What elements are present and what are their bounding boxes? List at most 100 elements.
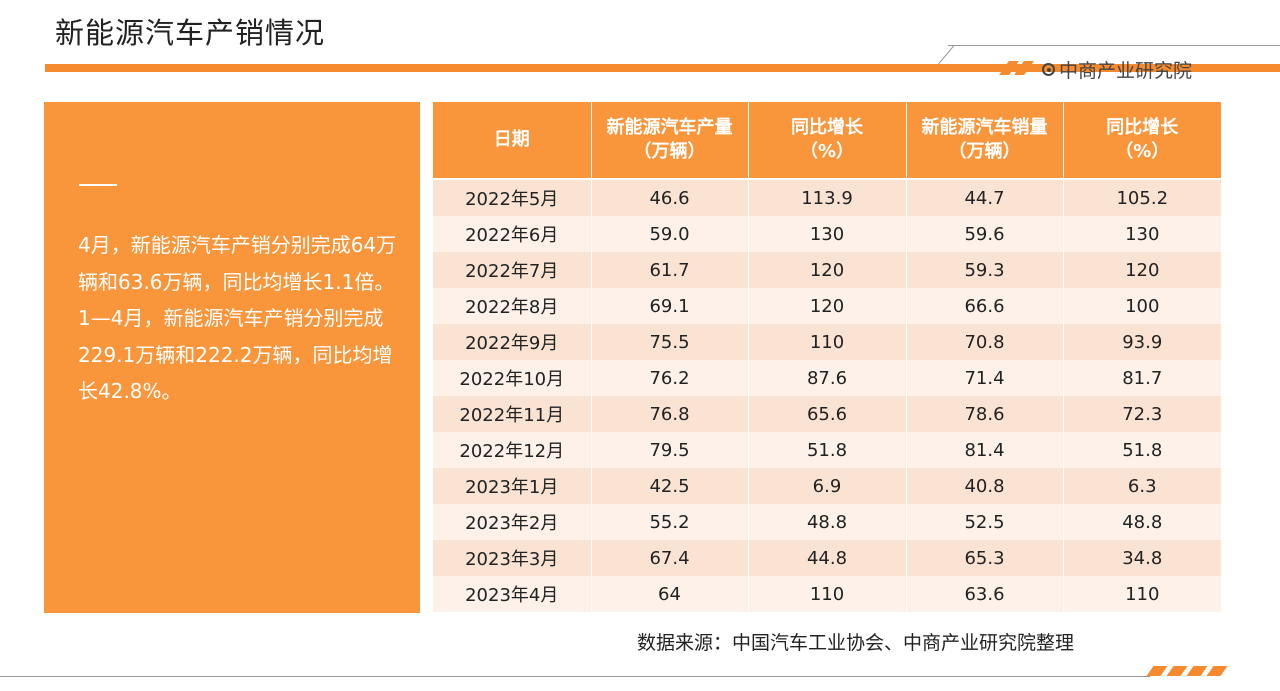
table-row: 2023年4月 64 110 63.6 110 [433,576,1221,612]
table-cell: 130 [748,216,907,252]
table-cell: 120 [748,288,907,324]
header-stripes [999,61,1036,75]
table-cell: 63.6 [906,576,1064,612]
table-row: 2022年8月 69.1 120 66.6 100 [433,288,1221,324]
table-cell: 93.9 [1063,324,1221,360]
table-row: 2023年1月 42.5 6.9 40.8 6.3 [433,468,1221,504]
table-cell: 72.3 [1063,396,1221,432]
table-cell: 48.8 [1063,504,1221,540]
table-cell: 2022年9月 [433,324,592,360]
table-cell: 71.4 [906,360,1064,396]
column-header-line: （万辆） [633,141,706,162]
table-cell: 81.7 [1063,360,1221,396]
column-header: 同比增长 （%） [748,102,907,180]
footer-divider [0,676,1150,677]
header-accent-bar [45,64,1280,72]
table-cell: 2022年6月 [433,216,592,252]
column-header: 新能源汽车销量 （万辆） [906,102,1064,180]
summary-dash [79,184,117,186]
column-header: 日期 [433,102,592,180]
table-cell: 2023年4月 [433,576,592,612]
table-cell: 2022年5月 [433,179,592,216]
table-cell: 110 [1063,576,1221,612]
table-cell: 51.8 [1063,432,1221,468]
table-row: 2022年11月 76.8 65.6 78.6 72.3 [433,396,1221,432]
table-cell: 6.3 [1063,468,1221,504]
table-cell: 2022年10月 [433,360,592,396]
brand-logo: 中商产业研究院 [1042,56,1192,83]
table-cell: 2023年3月 [433,540,592,576]
table-cell: 75.5 [591,324,749,360]
table-cell: 40.8 [906,468,1064,504]
table-cell: 6.9 [748,468,907,504]
column-header: 新能源汽车产量 （万辆） [591,102,749,180]
column-header: 同比增长 （%） [1063,102,1221,180]
table-cell: 2022年11月 [433,396,592,432]
table-cell: 42.5 [591,468,749,504]
data-source: 数据来源：中国汽车工业协会、中商产业研究院整理 [637,632,1075,654]
table-row: 2022年5月 46.6 113.9 44.7 105.2 [433,179,1221,216]
table-cell: 2023年1月 [433,468,592,504]
table-cell: 65.6 [748,396,907,432]
table-row: 2022年10月 76.2 87.6 71.4 81.7 [433,360,1221,396]
table-cell: 78.6 [906,396,1064,432]
table-cell: 2022年7月 [433,252,592,288]
header-divider [948,45,1280,46]
table-cell: 120 [748,252,907,288]
column-header-line: 新能源汽车销量 [921,117,1048,138]
column-header-line: （%） [799,141,855,162]
table-cell: 48.8 [748,504,907,540]
table-cell: 105.2 [1063,179,1221,216]
table-row: 2022年6月 59.0 130 59.6 130 [433,216,1221,252]
table-cell: 2023年2月 [433,504,592,540]
table-cell: 52.5 [906,504,1064,540]
data-table: 日期 新能源汽车产量 （万辆） 同比增长 （%） 新能源汽车销量 （万辆） 同比增长 （%） 2… [433,102,1221,612]
table-cell: 64 [591,576,749,612]
table-cell: 44.7 [906,179,1064,216]
table-cell: 69.1 [591,288,749,324]
table-cell: 66.6 [906,288,1064,324]
brand-name: 中商产业研究院 [1059,60,1193,82]
table-cell: 113.9 [748,179,907,216]
table-header-row: 日期 新能源汽车产量 （万辆） 同比增长 （%） 新能源汽车销量 （万辆） 同比增长 （%） [433,102,1221,180]
table-cell: 81.4 [906,432,1064,468]
column-header-line: 新能源汽车产量 [606,117,733,138]
table-cell: 79.5 [591,432,749,468]
column-header-line: 同比增长 [791,117,863,138]
table-row: 2023年2月 55.2 48.8 52.5 48.8 [433,504,1221,540]
table-cell: 61.7 [591,252,749,288]
table-row: 2023年3月 67.4 44.8 65.3 34.8 [433,540,1221,576]
table-cell: 2022年8月 [433,288,592,324]
table-cell: 51.8 [748,432,907,468]
table-cell: 67.4 [591,540,749,576]
table-cell: 76.2 [591,360,749,396]
table-cell: 34.8 [1063,540,1221,576]
brand-icon [1042,63,1055,76]
table-cell: 59.3 [906,252,1064,288]
summary-text: 4月，新能源汽车产销分别完成64万辆和63.6万辆，同比均增长1.1倍。1—4月… [78,233,397,403]
table-cell: 87.6 [748,360,907,396]
summary-panel: 4月，新能源汽车产销分别完成64万辆和63.6万辆，同比均增长1.1倍。1—4月… [44,102,420,613]
table-cell: 44.8 [748,540,907,576]
column-header-line: （%） [1115,141,1170,162]
table-cell: 2022年12月 [433,432,592,468]
table-cell: 70.8 [906,324,1064,360]
page-title: 新能源汽车产销情况 [55,16,326,50]
column-header-line: 同比增长 [1106,117,1179,138]
table-cell: 120 [1063,252,1221,288]
column-header-line: 日期 [493,129,530,150]
column-header-line: （万辆） [948,141,1021,162]
table-cell: 65.3 [906,540,1064,576]
table-cell: 55.2 [591,504,749,540]
table-cell: 130 [1063,216,1221,252]
table-cell: 110 [748,324,907,360]
table-row: 2022年7月 61.7 120 59.3 120 [433,252,1221,288]
table-cell: 59.6 [906,216,1064,252]
header-divider-notch [938,45,955,65]
table-cell: 59.0 [591,216,749,252]
table-cell: 76.8 [591,396,749,432]
table-row: 2022年9月 75.5 110 70.8 93.9 [433,324,1221,360]
table-cell: 46.6 [591,179,749,216]
table-cell: 110 [748,576,907,612]
footer-stripes [1140,666,1250,676]
